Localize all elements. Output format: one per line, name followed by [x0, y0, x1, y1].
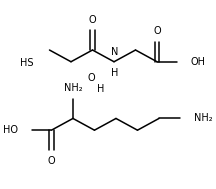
Text: H: H: [97, 84, 105, 94]
Text: H: H: [111, 68, 119, 78]
Text: O: O: [89, 15, 96, 25]
Text: O: O: [153, 26, 161, 36]
Text: HO: HO: [3, 125, 18, 135]
Text: O: O: [48, 156, 55, 166]
Text: N: N: [111, 47, 119, 57]
Text: NH₂: NH₂: [194, 113, 213, 123]
Text: O: O: [88, 74, 95, 84]
Text: OH: OH: [190, 57, 205, 67]
Text: HS: HS: [20, 58, 34, 68]
Text: NH₂: NH₂: [64, 83, 82, 93]
